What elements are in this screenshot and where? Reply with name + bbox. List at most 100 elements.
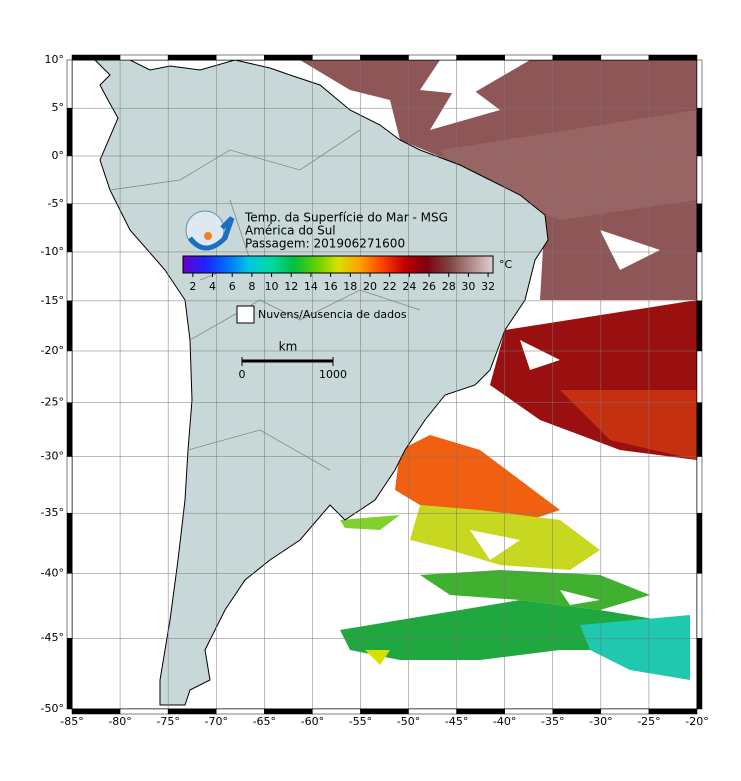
frame-stripe <box>696 402 703 457</box>
frame-stripe <box>696 573 703 639</box>
frame-stripe <box>456 54 505 61</box>
colorbar-label: 6 <box>229 280 236 293</box>
frame-stripe <box>504 708 554 715</box>
colorbar-label: 4 <box>209 280 216 293</box>
frame-stripe <box>696 637 703 710</box>
colorbar-label: 12 <box>284 280 298 293</box>
colorbar-label: 28 <box>442 280 456 293</box>
frame-stripe <box>552 708 602 715</box>
frame-stripe <box>167 54 217 61</box>
frame-stripe <box>696 203 703 253</box>
frame-stripe <box>66 107 73 157</box>
graticule <box>71 59 698 710</box>
frame-stripe <box>696 300 703 352</box>
region: América do Sul <box>245 224 336 238</box>
frame-stripe <box>696 350 703 403</box>
colorbar-label: 24 <box>402 280 416 293</box>
lon-label: -85° <box>60 715 83 728</box>
lon-label: -25° <box>637 715 660 728</box>
colorbar-label: 2 <box>189 280 196 293</box>
colorbar-label: 30 <box>461 280 475 293</box>
frame-stripe <box>312 708 361 715</box>
frame-stripe <box>66 155 73 205</box>
frame-stripe <box>119 54 169 61</box>
no-data-label: Nuvens/Ausencia de dados <box>258 308 407 321</box>
frame-stripe <box>167 708 217 715</box>
frame-stripe <box>264 54 313 61</box>
frame-stripe <box>648 708 698 715</box>
lon-label: -45° <box>445 715 468 728</box>
lon-label: -75° <box>156 715 179 728</box>
colorbar-label: 20 <box>363 280 377 293</box>
frame-stripe <box>66 300 73 352</box>
lon-label: -20° <box>685 715 708 728</box>
lon-label: -55° <box>349 715 372 728</box>
borders <box>109 129 421 471</box>
frame-stripe <box>66 512 73 574</box>
frame-stripe <box>66 402 73 457</box>
lat-label: 0° <box>52 149 65 162</box>
lat-label: -10° <box>41 245 64 258</box>
title: Temp. da Superfície do Mar - MSG <box>244 211 448 225</box>
frame-stripe <box>66 573 73 639</box>
colorbar <box>182 255 494 274</box>
frame-stripe <box>312 54 361 61</box>
frame-stripe <box>696 107 703 157</box>
lat-label: -40° <box>41 566 64 579</box>
pass-time: Passagem: 201906271600 <box>245 237 405 251</box>
scale-label: 1000 <box>319 368 347 381</box>
frame-stripe <box>696 512 703 574</box>
colorbar-label: 10 <box>265 280 279 293</box>
lat-label: -50° <box>41 702 64 715</box>
frame-stripe <box>66 251 73 302</box>
frame-stripe <box>696 251 703 302</box>
lon-label: -30° <box>589 715 612 728</box>
frame-stripe <box>215 54 265 61</box>
scale-unit: km <box>279 340 298 354</box>
frame-stripe <box>696 456 703 514</box>
lon-label: -40° <box>493 715 516 728</box>
frame-stripe <box>360 708 409 715</box>
lat-label: -20° <box>41 344 64 357</box>
frame-stripe <box>600 54 650 61</box>
frame-stripe <box>552 54 602 61</box>
lat-label: -25° <box>41 396 64 409</box>
lon-label: -60° <box>301 715 324 728</box>
frame-stripe <box>696 59 703 109</box>
colorbar-label: 32 <box>481 280 495 293</box>
lat-label: -30° <box>41 450 64 463</box>
frame-stripe <box>71 54 121 61</box>
frame-stripe <box>264 708 313 715</box>
colorbar-label: 26 <box>422 280 436 293</box>
lat-label: 10° <box>45 53 65 66</box>
logo <box>185 210 235 251</box>
frame-stripe <box>119 708 169 715</box>
frame-stripe <box>66 456 73 514</box>
colorbar-label: 14 <box>304 280 318 293</box>
lat-label: 5° <box>52 101 65 114</box>
lon-label: -50° <box>397 715 420 728</box>
no-data-swatch <box>236 305 255 324</box>
lat-label: -35° <box>41 506 64 519</box>
frame-stripe <box>66 637 73 710</box>
frame-stripe <box>66 59 73 109</box>
lon-label: -65° <box>253 715 276 728</box>
lon-label: -70° <box>204 715 227 728</box>
frame-stripe <box>215 708 265 715</box>
frame-stripe <box>600 708 650 715</box>
frame-stripe <box>456 708 505 715</box>
frame-stripe <box>66 203 73 253</box>
frame-stripe <box>71 708 121 715</box>
frame-stripe <box>66 350 73 403</box>
scale-label: 0 <box>239 368 246 381</box>
frame-stripe <box>696 155 703 205</box>
frame-stripe <box>360 54 409 61</box>
colorbar-label: 8 <box>248 280 255 293</box>
lat-label: -45° <box>41 631 64 644</box>
colorbar-label: 18 <box>343 280 357 293</box>
lon-label: -35° <box>541 715 564 728</box>
lon-label: -80° <box>108 715 131 728</box>
frame-stripe <box>648 54 698 61</box>
colorbar-label: 22 <box>383 280 397 293</box>
